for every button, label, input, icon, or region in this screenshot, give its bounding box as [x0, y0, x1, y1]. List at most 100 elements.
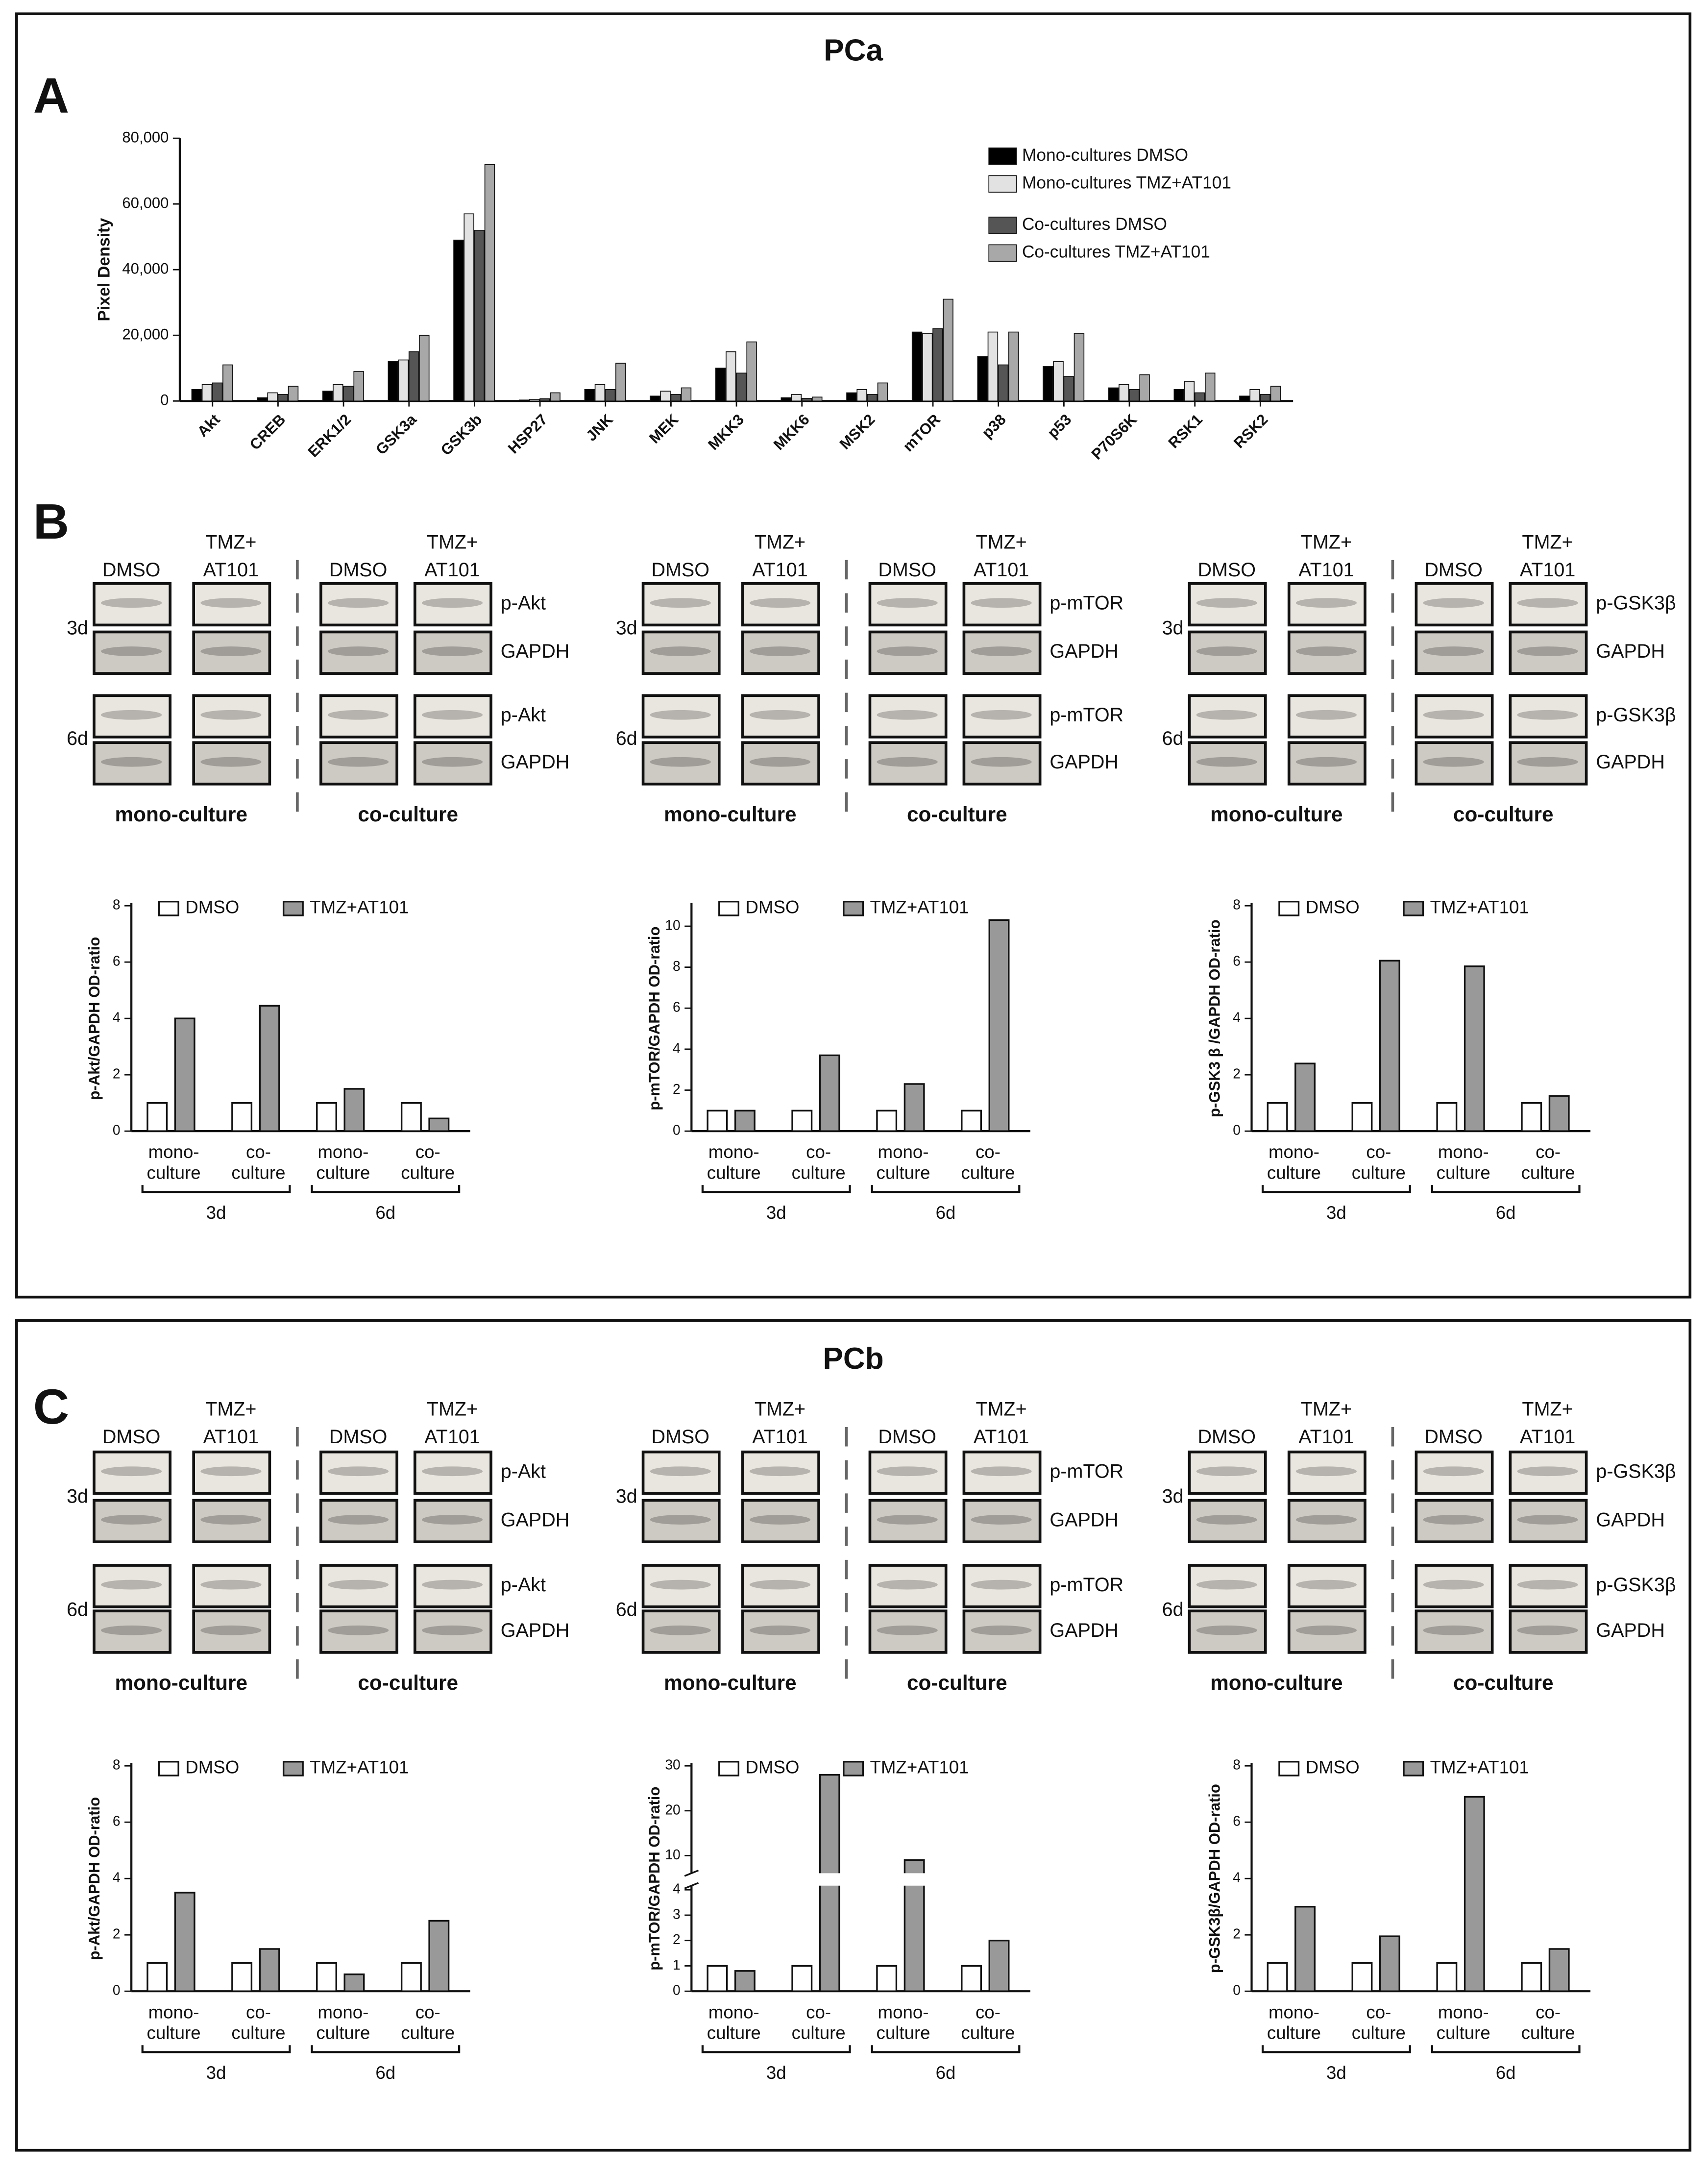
- bar: [231, 1102, 253, 1132]
- y-tick-label: 6: [673, 999, 681, 1015]
- blot-band: [971, 1466, 1032, 1477]
- bar: [943, 298, 953, 402]
- column-header: AT101: [752, 559, 807, 581]
- y-tick-label: 0: [113, 1122, 121, 1138]
- group-bracket: [141, 2045, 291, 2053]
- protein-label: p-GSK3β: [1596, 1461, 1676, 1482]
- blot-band: [650, 1625, 711, 1635]
- row-label: 6d: [1162, 728, 1184, 749]
- y-tick-label: 8: [1233, 897, 1241, 913]
- blot-band: [1295, 1466, 1357, 1477]
- blot-band: [1423, 1515, 1484, 1525]
- x-tick-label: co-culture: [961, 2002, 1015, 2043]
- bar: [174, 1892, 195, 1992]
- bar: [1108, 387, 1119, 402]
- blot-band: [1196, 757, 1257, 767]
- blot-band: [877, 710, 938, 720]
- column-header: TMZ+: [976, 1399, 1026, 1420]
- blot-band: [1517, 710, 1578, 720]
- blot-band: [421, 1625, 483, 1635]
- column-header: DMSO: [329, 559, 388, 581]
- legend-swatch: [843, 1761, 864, 1776]
- bar: [812, 396, 823, 402]
- protein-label: GAPDH: [1596, 641, 1664, 662]
- blot-band: [327, 1579, 389, 1590]
- bar: [961, 1110, 982, 1132]
- legend-swatch: [158, 901, 179, 916]
- column-header: AT101: [1520, 1426, 1575, 1448]
- column-header: DMSO: [651, 559, 709, 581]
- group-label: 6d: [375, 2063, 395, 2083]
- blot-band: [101, 757, 162, 767]
- y-tick-label: 0: [1233, 1982, 1241, 1998]
- x-tick-label: co-culture: [792, 2002, 846, 2043]
- row-label: 3d: [616, 1485, 637, 1507]
- blot-band: [877, 757, 938, 767]
- blot-band: [327, 1466, 389, 1477]
- bar: [212, 382, 223, 402]
- blot-band: [200, 710, 262, 720]
- bar: [550, 392, 561, 402]
- blot-band: [971, 1515, 1032, 1525]
- legend-label: TMZ+AT101: [1430, 1757, 1529, 1777]
- bar: [343, 1088, 365, 1132]
- bar: [615, 363, 626, 402]
- group-label: co-culture: [358, 803, 458, 826]
- bar: [736, 372, 747, 402]
- bar: [781, 397, 792, 402]
- blot-band: [421, 1579, 483, 1590]
- bar: [191, 389, 202, 402]
- blot-band: [877, 1515, 938, 1525]
- group-label: co-culture: [358, 1671, 458, 1694]
- group-label: co-culture: [1453, 1671, 1554, 1694]
- column-header: DMSO: [102, 1426, 161, 1448]
- protein-label: p-Akt: [501, 1461, 546, 1482]
- blot-band: [1295, 1625, 1357, 1635]
- y-axis-label: p-GSK3β/GAPDH OD-ratio: [1206, 1784, 1223, 1973]
- bar: [911, 331, 923, 402]
- y-tick-label: 4: [113, 1870, 121, 1885]
- blot-band: [1423, 1579, 1484, 1590]
- legend-swatch: [718, 1761, 740, 1776]
- blot-band: [749, 710, 811, 720]
- bar: [1194, 392, 1205, 402]
- group-bracket: [871, 1185, 1021, 1193]
- bar: [464, 213, 474, 402]
- bar: [400, 1102, 422, 1132]
- blot-band: [101, 1515, 162, 1525]
- bar: [1379, 1935, 1400, 1992]
- legend-swatch: [158, 1761, 179, 1776]
- blot-band: [327, 646, 389, 656]
- frame: [15, 1319, 1692, 2152]
- legend-label: Co-cultures DMSO: [1022, 215, 1167, 234]
- y-tick-label: 10: [665, 1847, 680, 1862]
- row-label: 3d: [67, 617, 88, 639]
- column-header: DMSO: [1424, 559, 1483, 581]
- bar: [316, 1962, 337, 1992]
- y-tick-label: 6: [113, 1813, 121, 1829]
- blot-band: [1517, 646, 1578, 656]
- protein-label: GAPDH: [1596, 1509, 1664, 1530]
- bar: [1379, 960, 1400, 1132]
- group-label: co-culture: [907, 803, 1007, 826]
- protein-label: p-Akt: [501, 704, 546, 726]
- legend-label: Mono-cultures TMZ+AT101: [1022, 173, 1231, 193]
- column-header: TMZ+: [427, 1399, 478, 1420]
- frame: [15, 12, 1692, 1299]
- x-tick-label: mono-culture: [1437, 2002, 1490, 2043]
- column-header: DMSO: [651, 1426, 709, 1448]
- blot-band: [749, 1579, 811, 1590]
- column-header: AT101: [974, 559, 1029, 581]
- x-tick-label: co-culture: [961, 1142, 1015, 1183]
- blot-band: [327, 1515, 389, 1525]
- blot-band: [1423, 598, 1484, 608]
- bar: [453, 240, 464, 402]
- group-label: 6d: [936, 1203, 956, 1223]
- bar: [660, 391, 671, 402]
- blot-band: [327, 1625, 389, 1635]
- x-tick-label: mono-culture: [1267, 1142, 1321, 1183]
- blot-band: [971, 710, 1032, 720]
- blot-band: [421, 1466, 483, 1477]
- legend-swatch: [988, 244, 1017, 262]
- x-tick-label: mono-culture: [1437, 1142, 1490, 1183]
